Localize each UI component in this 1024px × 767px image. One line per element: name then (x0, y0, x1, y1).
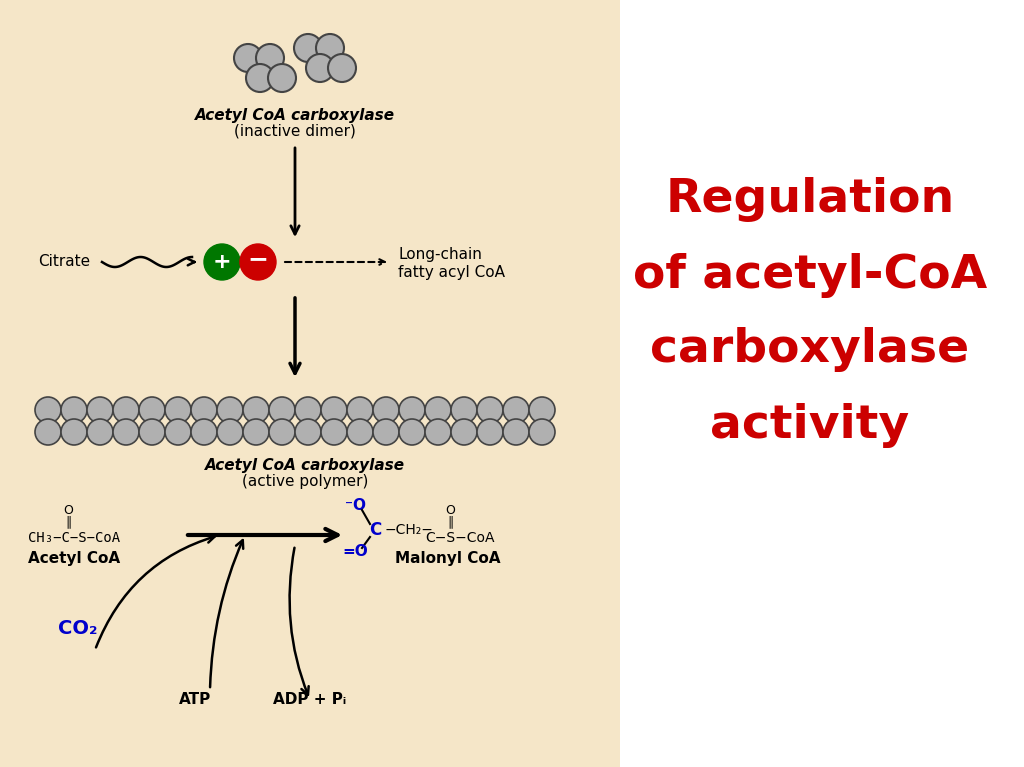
Text: ⁻O: ⁻O (344, 498, 366, 512)
Circle shape (87, 397, 113, 423)
Circle shape (503, 397, 529, 423)
Circle shape (347, 419, 373, 445)
Text: (inactive dimer): (inactive dimer) (234, 124, 356, 139)
Text: −CH₂−: −CH₂− (385, 523, 434, 537)
Circle shape (240, 244, 276, 280)
Circle shape (35, 419, 61, 445)
Circle shape (243, 397, 269, 423)
Circle shape (217, 397, 243, 423)
Circle shape (217, 419, 243, 445)
Circle shape (269, 419, 295, 445)
Circle shape (399, 419, 425, 445)
Text: fatty acyl CoA: fatty acyl CoA (398, 265, 505, 279)
Circle shape (529, 419, 555, 445)
Circle shape (399, 397, 425, 423)
Text: ∥: ∥ (65, 515, 71, 528)
Circle shape (165, 419, 191, 445)
Circle shape (246, 64, 274, 92)
Text: CO₂: CO₂ (58, 618, 97, 637)
Circle shape (503, 419, 529, 445)
Circle shape (294, 34, 322, 62)
Circle shape (139, 419, 165, 445)
Circle shape (373, 397, 399, 423)
Circle shape (113, 397, 139, 423)
Circle shape (316, 34, 344, 62)
Text: of acetyl-CoA: of acetyl-CoA (633, 252, 987, 298)
Circle shape (373, 419, 399, 445)
Text: Acetyl CoA carboxylase: Acetyl CoA carboxylase (205, 458, 406, 473)
Circle shape (191, 397, 217, 423)
Circle shape (477, 419, 503, 445)
Text: Acetyl CoA carboxylase: Acetyl CoA carboxylase (195, 108, 395, 123)
Circle shape (165, 397, 191, 423)
Text: =O: =O (342, 545, 368, 559)
Text: carboxylase: carboxylase (650, 328, 970, 373)
Text: C: C (369, 521, 381, 539)
Circle shape (425, 397, 451, 423)
Circle shape (256, 44, 284, 72)
Circle shape (477, 397, 503, 423)
Circle shape (243, 419, 269, 445)
Circle shape (269, 397, 295, 423)
Text: (active polymer): (active polymer) (242, 474, 369, 489)
Circle shape (321, 419, 347, 445)
Circle shape (87, 419, 113, 445)
Text: Malonyl CoA: Malonyl CoA (395, 551, 501, 565)
Text: ∥: ∥ (446, 515, 454, 528)
Text: +: + (213, 252, 231, 272)
Text: Regulation: Regulation (666, 177, 954, 222)
Circle shape (234, 44, 262, 72)
Circle shape (295, 397, 321, 423)
Circle shape (61, 419, 87, 445)
Circle shape (268, 64, 296, 92)
Text: CH₃−C−S−CoA: CH₃−C−S−CoA (28, 531, 120, 545)
Text: activity: activity (711, 403, 909, 447)
Text: O: O (445, 503, 455, 516)
Circle shape (113, 419, 139, 445)
Circle shape (328, 54, 356, 82)
Circle shape (61, 397, 87, 423)
Circle shape (451, 397, 477, 423)
Circle shape (451, 419, 477, 445)
Circle shape (425, 419, 451, 445)
Circle shape (347, 397, 373, 423)
Text: O: O (63, 503, 73, 516)
Text: ATP: ATP (179, 693, 211, 707)
Circle shape (139, 397, 165, 423)
Circle shape (321, 397, 347, 423)
Circle shape (295, 419, 321, 445)
Text: C−S−CoA: C−S−CoA (425, 531, 495, 545)
Circle shape (35, 397, 61, 423)
Text: Acetyl CoA: Acetyl CoA (28, 551, 120, 565)
Circle shape (529, 397, 555, 423)
Text: −: − (248, 247, 268, 271)
Text: Citrate: Citrate (38, 255, 90, 269)
Circle shape (204, 244, 240, 280)
Circle shape (306, 54, 334, 82)
Text: Long-chain: Long-chain (398, 248, 482, 262)
Circle shape (191, 419, 217, 445)
Text: ADP + Pᵢ: ADP + Pᵢ (273, 693, 347, 707)
